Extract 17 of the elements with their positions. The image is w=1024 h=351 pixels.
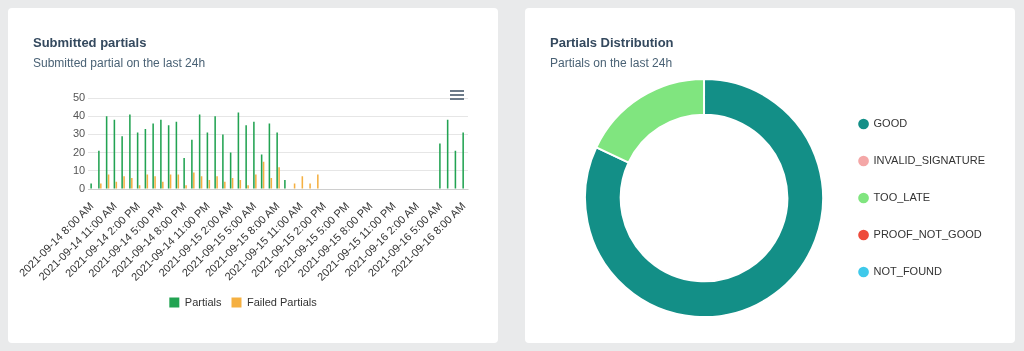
legend-label: INVALID_SIGNATURE [873, 154, 985, 167]
y-tick-label: 30 [72, 127, 86, 140]
y-tick-label: 0 [79, 182, 86, 195]
legend-label: TOO_LATE [873, 191, 930, 204]
y-tick-label: 20 [72, 145, 86, 158]
chart-title: Submitted partials [33, 35, 147, 50]
chart-subtitle: Submitted partial on the last 24h [33, 56, 206, 70]
y-tick-label: 40 [72, 109, 86, 122]
legend-label: Failed Partials [246, 295, 318, 308]
chart-subtitle: Partials on the last 24h [550, 56, 673, 70]
legend-label: GOOD [873, 117, 908, 130]
y-tick-label: 10 [72, 163, 86, 176]
legend-label: NOT_FOUND [873, 265, 943, 278]
chart-title: Partials Distribution [550, 35, 674, 50]
legend-label: Partials [184, 295, 222, 308]
y-tick-label: 50 [72, 91, 86, 104]
legend-label: PROOF_NOT_GOOD [873, 228, 982, 241]
